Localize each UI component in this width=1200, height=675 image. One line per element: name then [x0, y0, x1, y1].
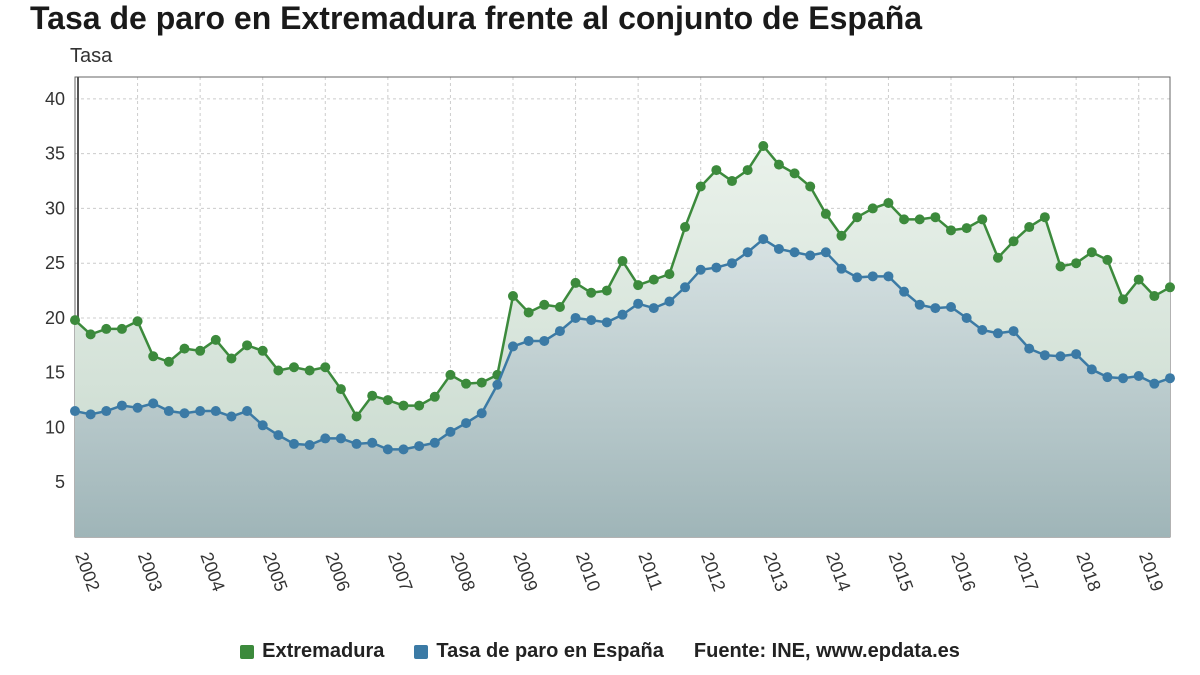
svg-text:15: 15 — [45, 363, 65, 383]
legend: Extremadura Tasa de paro en España Fuent… — [20, 640, 1180, 663]
svg-text:2003: 2003 — [134, 550, 166, 592]
svg-text:20: 20 — [45, 308, 65, 328]
chart-title: Tasa de paro en Extremadura frente al co… — [20, 0, 1180, 45]
svg-text:2007: 2007 — [384, 550, 416, 592]
svg-text:2008: 2008 — [447, 550, 479, 592]
source-text: Fuente: INE, www.epdata.es — [694, 640, 960, 663]
legend-label: Tasa de paro en España — [436, 640, 664, 663]
legend-swatch — [414, 645, 428, 659]
legend-swatch — [240, 645, 254, 659]
svg-text:2002: 2002 — [71, 550, 103, 592]
chart-svg: 5 10 15 20 25 30 35 40 2002 2003 2004 2005 2006 2007 2… — [20, 72, 1180, 592]
chart-plot: 5 10 15 20 25 30 35 40 2002 2003 2004 2005 2006 2007 2… — [20, 72, 1180, 592]
legend-item-extremadura: Extremadura — [240, 640, 384, 663]
svg-text:2019: 2019 — [1135, 550, 1167, 592]
svg-text:2016: 2016 — [947, 550, 979, 592]
svg-text:2017: 2017 — [1010, 550, 1042, 592]
svg-text:2015: 2015 — [885, 550, 917, 592]
svg-text:2018: 2018 — [1072, 550, 1104, 592]
y-axis-label: Tasa — [20, 45, 1180, 68]
svg-text:30: 30 — [45, 198, 65, 218]
svg-text:10: 10 — [45, 417, 65, 437]
svg-text:2010: 2010 — [572, 550, 604, 592]
svg-text:5: 5 — [55, 472, 65, 492]
svg-text:25: 25 — [45, 253, 65, 273]
svg-text:2009: 2009 — [509, 550, 541, 592]
svg-text:35: 35 — [45, 144, 65, 164]
svg-text:2005: 2005 — [259, 550, 291, 592]
svg-text:2004: 2004 — [196, 550, 228, 592]
svg-text:2006: 2006 — [322, 550, 354, 592]
svg-text:2011: 2011 — [634, 550, 666, 592]
legend-source: Fuente: INE, www.epdata.es — [694, 640, 960, 663]
svg-text:40: 40 — [45, 89, 65, 109]
svg-text:2012: 2012 — [697, 550, 729, 592]
svg-text:2014: 2014 — [822, 550, 854, 592]
legend-item-espana: Tasa de paro en España — [414, 640, 664, 663]
legend-label: Extremadura — [262, 640, 384, 663]
svg-text:2013: 2013 — [760, 550, 792, 592]
chart-container: Tasa de paro en Extremadura frente al co… — [0, 0, 1200, 675]
